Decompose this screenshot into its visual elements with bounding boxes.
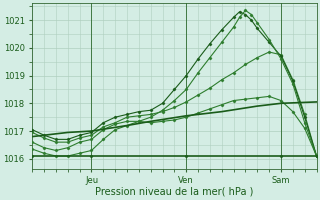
X-axis label: Pression niveau de la mer( hPa ): Pression niveau de la mer( hPa ) (95, 187, 253, 197)
